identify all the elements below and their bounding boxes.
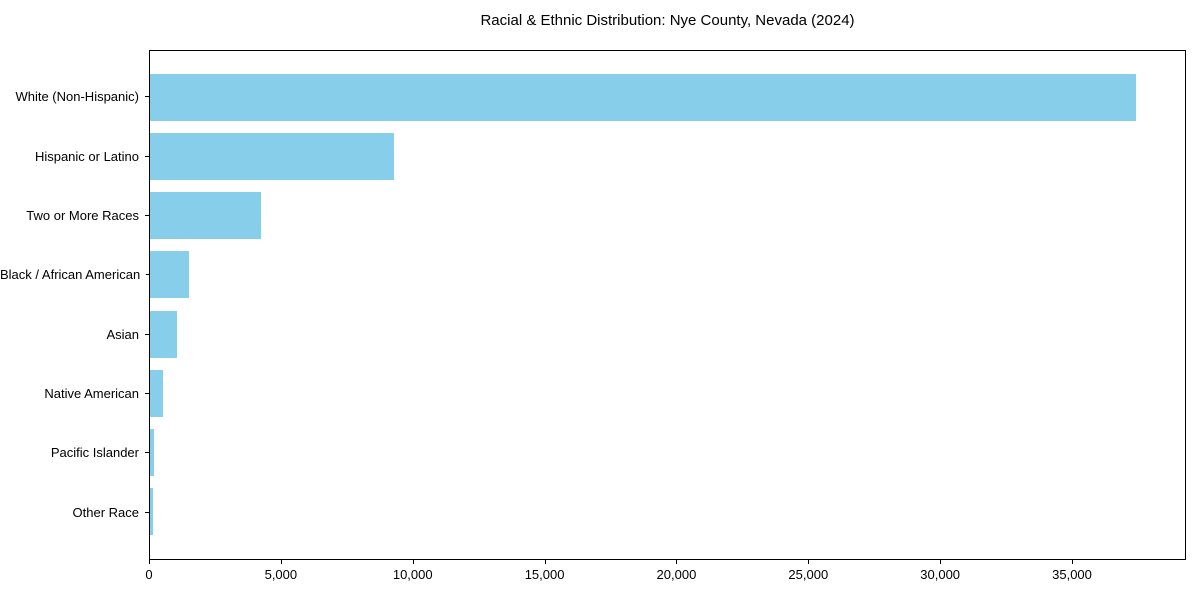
x-axis-tick (676, 560, 678, 564)
y-axis-tick (145, 511, 149, 513)
y-axis-label-row: Two or More Races (0, 186, 149, 245)
x-axis-tick-label: 25,000 (788, 567, 829, 582)
y-axis-tick (145, 155, 149, 157)
bar-row (150, 305, 1185, 364)
y-axis-tick (145, 96, 149, 98)
bar-native-american (150, 369, 163, 417)
x-axis-tick-label: 0 (145, 567, 153, 582)
bar-other-race (150, 487, 153, 535)
y-axis-label-row: Black / African American (0, 245, 149, 304)
y-axis-label: White (Non-Hispanic) (15, 89, 139, 105)
x-axis-tick-label: 20,000 (656, 567, 697, 582)
bar-hispanic-or-latino (150, 133, 394, 181)
bar-pacific-islander (150, 428, 154, 476)
bar-row (150, 423, 1185, 482)
y-axis-tick (146, 274, 149, 276)
bar-row (150, 245, 1185, 304)
bar-row (150, 68, 1185, 127)
x-axis-tick (1072, 560, 1074, 564)
x-axis: 0 5,000 10,000 15,000 20,000 25,000 30,000 35,0… (145, 560, 1186, 590)
y-axis-label-row: Native American (0, 364, 149, 423)
bar-white-non-hispanic (150, 74, 1136, 122)
y-axis-label: Native American (44, 386, 139, 402)
x-axis-tick (412, 560, 414, 564)
y-axis-label: Other Race (72, 504, 139, 520)
y-axis-label-row: Other Race (0, 483, 149, 542)
x-axis-tick-label: 35,000 (1052, 567, 1092, 582)
y-axis-label: Black / African American (0, 267, 141, 283)
y-axis-label: Two or More Races (26, 207, 139, 223)
y-axis-label-row: Pacific Islander (0, 423, 149, 482)
x-axis-tick-label: 15,000 (524, 567, 565, 582)
plot-area (149, 50, 1186, 560)
bars-container (150, 51, 1185, 559)
x-axis-tick (280, 560, 282, 564)
bar-row (150, 127, 1185, 186)
x-axis-tick (544, 560, 546, 564)
bar-asian (150, 310, 177, 358)
x-axis-tick (940, 560, 942, 564)
x-axis-tick (808, 560, 810, 564)
y-axis-label: Asian (106, 326, 139, 342)
y-axis-labels: White (Non-Hispanic) Hispanic or Latino Tw… (0, 50, 149, 560)
y-axis-label: Hispanic or Latino (34, 148, 139, 164)
y-axis-label-row: Hispanic or Latino (0, 126, 149, 185)
y-axis-label: Pacific Islander (50, 445, 139, 461)
bar-row (150, 186, 1185, 245)
bar-two-or-more-races (150, 192, 261, 240)
y-axis-label-row: Asian (0, 305, 149, 364)
x-axis-tick (149, 560, 150, 564)
chart-title: Racial & Ethnic Distribution: Nye County… (480, 12, 855, 29)
bar-black-african-american (150, 251, 190, 299)
y-axis-tick (145, 393, 149, 395)
y-axis-label-row: White (Non-Hispanic) (0, 67, 149, 126)
x-axis-tick-label: 5,000 (264, 567, 298, 582)
y-axis-tick (145, 214, 149, 216)
y-axis-tick (145, 333, 149, 335)
x-axis-tick-label: 10,000 (392, 567, 433, 582)
bar-row (150, 364, 1185, 423)
x-axis-tick-label: 30,000 (920, 567, 961, 582)
y-axis-tick (145, 452, 149, 454)
bar-row (150, 482, 1185, 541)
